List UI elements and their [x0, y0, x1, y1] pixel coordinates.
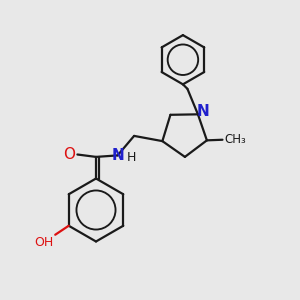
Text: CH₃: CH₃ [224, 133, 246, 146]
Text: H: H [127, 151, 136, 164]
Text: O: O [63, 147, 75, 162]
Text: OH: OH [34, 236, 53, 249]
Text: N: N [111, 148, 124, 163]
Text: N: N [197, 104, 210, 119]
